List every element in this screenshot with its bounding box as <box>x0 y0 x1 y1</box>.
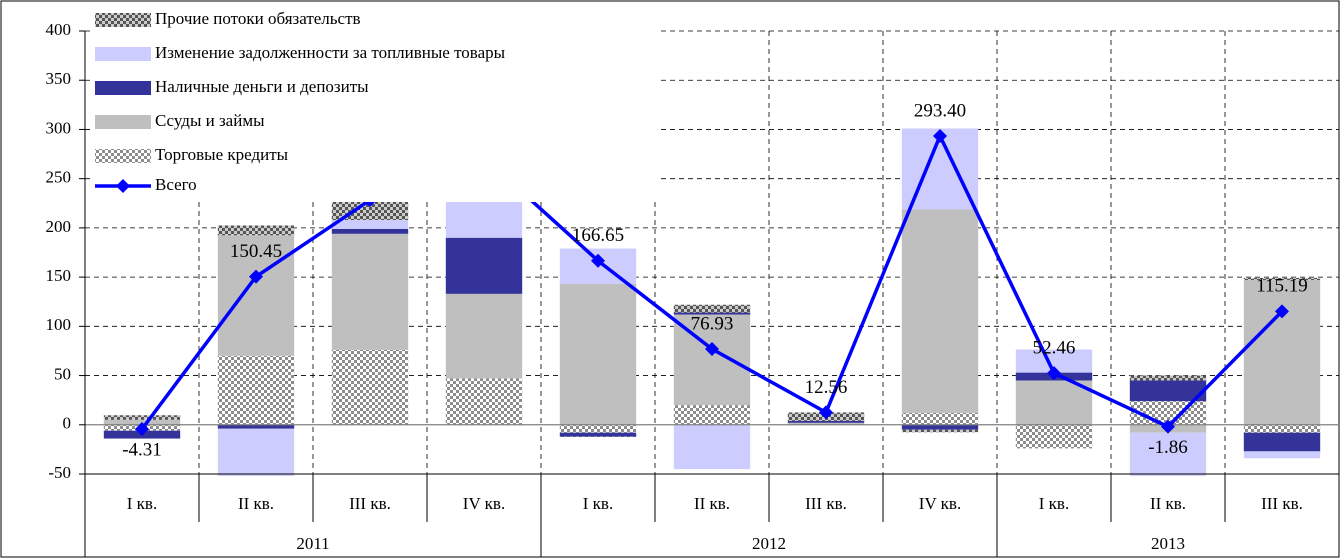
legend-swatch <box>95 149 151 163</box>
bar-segment <box>901 412 979 425</box>
data-label: 76.93 <box>691 313 734 334</box>
bar-segment <box>1129 380 1207 402</box>
legend-label: Всего <box>155 175 197 194</box>
bar-segment <box>1243 451 1321 459</box>
legend: Прочие потоки обязательств Изменение задо… <box>90 6 660 202</box>
legend-label: Ссуды и займы <box>155 111 265 130</box>
bar-segment <box>673 304 751 313</box>
bar-segment <box>787 420 865 423</box>
bar-segment <box>1015 349 1093 373</box>
y-tick-label: 100 <box>46 315 72 334</box>
line-marker <box>819 405 833 420</box>
group-label: 2013 <box>1151 534 1185 553</box>
legend-marker <box>116 179 130 193</box>
line-marker <box>933 128 947 143</box>
line-marker <box>591 253 605 268</box>
group-label: 2012 <box>752 534 786 553</box>
legend-label: Торговые кредиты <box>155 145 289 164</box>
bar-segment <box>331 200 409 221</box>
legend-label: Прочие потоки обязательств <box>155 9 361 28</box>
y-tick-label: 150 <box>46 266 72 285</box>
legend-swatch <box>95 115 151 129</box>
data-label: 115.19 <box>1256 276 1308 297</box>
bar-segment <box>217 428 295 476</box>
bar-segment <box>559 424 637 433</box>
line-marker <box>249 269 263 284</box>
bar-segment <box>901 429 979 433</box>
data-label: 166.65 <box>572 225 624 246</box>
line-marker <box>1275 304 1289 319</box>
bar-segment <box>217 424 295 429</box>
data-label: 150.45 <box>230 241 282 262</box>
bar-segment <box>787 422 865 425</box>
data-label: 293.40 <box>914 100 966 121</box>
group-label: 2011 <box>296 534 329 553</box>
line-marker <box>1047 366 1061 381</box>
bar-segment <box>331 220 409 229</box>
x-tick-label: II кв. <box>238 494 274 513</box>
x-tick-label: III кв. <box>805 494 847 513</box>
bar-segment <box>1129 432 1207 476</box>
bar-segment <box>559 284 637 425</box>
y-tick-label: 200 <box>46 217 72 236</box>
x-tick-label: II кв. <box>694 494 730 513</box>
x-tick-label: I кв. <box>1039 494 1069 513</box>
line-marker <box>135 422 149 437</box>
bar-segment <box>1129 375 1207 381</box>
bar-segment <box>331 349 409 425</box>
y-tick-label: 50 <box>54 364 71 383</box>
y-tick-label: 0 <box>63 414 72 433</box>
x-tick-label: II кв. <box>1150 494 1186 513</box>
x-tick-label: I кв. <box>127 494 157 513</box>
bar-segment <box>445 378 523 425</box>
bar-segment <box>331 233 409 350</box>
legend-label: Изменение задолженности за топливные тов… <box>155 43 506 62</box>
line-marker <box>705 342 719 357</box>
x-tick-label: IV кв. <box>463 494 505 513</box>
bar-segment <box>217 355 295 425</box>
bar-segment <box>559 432 637 437</box>
bar-segment <box>1243 424 1321 433</box>
data-label: -4.31 <box>122 439 162 460</box>
x-tick-label: III кв. <box>1261 494 1303 513</box>
y-tick-label: 300 <box>46 118 72 137</box>
x-tick-label: IV кв. <box>919 494 961 513</box>
bar-segment <box>901 424 979 430</box>
bar-segment <box>673 312 751 315</box>
bar-segment <box>901 209 979 413</box>
bar-segment <box>217 235 295 356</box>
y-tick-label: 400 <box>46 20 72 39</box>
bar-segment <box>673 424 751 470</box>
bar-segment <box>1243 280 1321 425</box>
legend-swatch <box>95 47 151 61</box>
bar-segment <box>445 237 523 294</box>
bar-segment <box>1015 380 1093 425</box>
legend-swatch <box>95 81 151 95</box>
x-tick-label: III кв. <box>349 494 391 513</box>
bar-segment <box>217 225 295 236</box>
bar-segment <box>445 293 523 379</box>
legend-swatch <box>95 13 151 27</box>
bar-segment <box>103 415 181 420</box>
legend-label: Наличные деньги и депозиты <box>155 77 369 96</box>
data-label: -1.86 <box>1148 437 1188 458</box>
y-tick-label: -50 <box>48 463 71 482</box>
bar-segment <box>1015 424 1093 449</box>
bar-segment <box>673 405 751 425</box>
data-label: 12.56 <box>805 377 848 398</box>
bar-segment <box>331 228 409 234</box>
data-label: 52.46 <box>1033 337 1076 358</box>
y-tick-label: 250 <box>46 168 72 187</box>
legend-bg <box>90 6 660 202</box>
bar-segment <box>1243 277 1321 281</box>
bar-segment <box>1243 432 1321 452</box>
line-marker <box>1161 419 1175 434</box>
y-tick-label: 350 <box>46 69 72 88</box>
x-tick-label: I кв. <box>583 494 613 513</box>
